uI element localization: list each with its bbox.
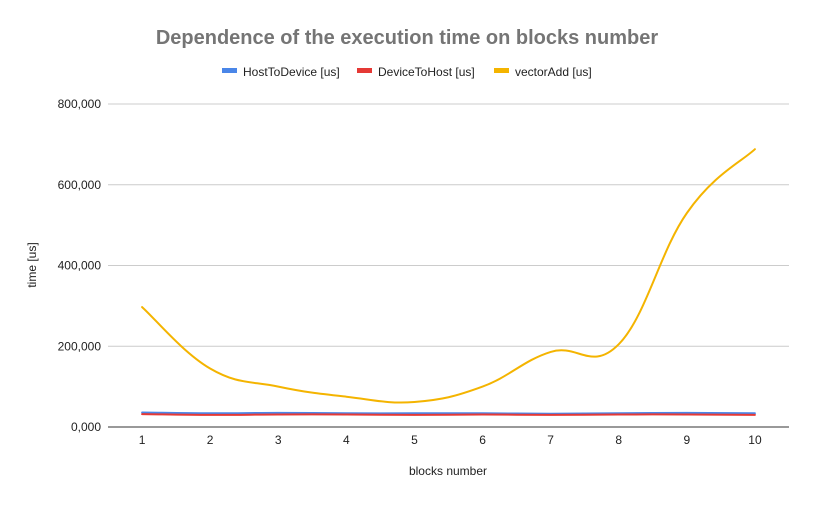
legend-label-vectoradd: vectorAdd [us] (515, 65, 592, 79)
legend-swatch-devicetohost (357, 68, 372, 73)
x-tick-label: 9 (684, 433, 691, 447)
y-axis-label: time [us] (25, 242, 39, 287)
x-tick-label: 7 (547, 433, 554, 447)
y-tick-label: 200,000 (58, 339, 102, 353)
y-tick-label: 400,000 (58, 259, 102, 273)
legend-swatch-hosttodevice (222, 68, 237, 73)
series-lines (141, 148, 756, 416)
x-tick-label: 4 (343, 433, 350, 447)
y-tick-label: 600,000 (58, 178, 102, 192)
legend: HostToDevice [us] DeviceToHost [us] vect… (222, 65, 592, 79)
x-axis-label: blocks number (409, 464, 487, 478)
chart-title: Dependence of the execution time on bloc… (156, 27, 659, 49)
y-axis-ticks: 0,000 200,000 400,000 600,000 800,000 (58, 97, 102, 434)
legend-swatch-vectoradd (494, 68, 509, 73)
x-tick-label: 8 (615, 433, 622, 447)
x-axis-ticks: 1 2 3 4 5 6 7 8 9 10 (139, 433, 762, 447)
x-tick-label: 2 (207, 433, 214, 447)
gridlines (108, 103, 789, 428)
x-tick-label: 5 (411, 433, 418, 447)
y-tick-label: 0,000 (71, 420, 101, 434)
series-line-hosttodevice (141, 411, 756, 415)
x-tick-label: 10 (748, 433, 762, 447)
legend-label-hosttodevice: HostToDevice [us] (243, 65, 340, 79)
series-line-vectoradd (141, 148, 756, 404)
legend-label-devicetohost: DeviceToHost [us] (378, 65, 475, 79)
x-tick-label: 6 (479, 433, 486, 447)
series-line-devicetohost (141, 413, 756, 416)
x-tick-label: 3 (275, 433, 282, 447)
y-tick-label: 800,000 (58, 97, 102, 111)
x-tick-label: 1 (139, 433, 146, 447)
